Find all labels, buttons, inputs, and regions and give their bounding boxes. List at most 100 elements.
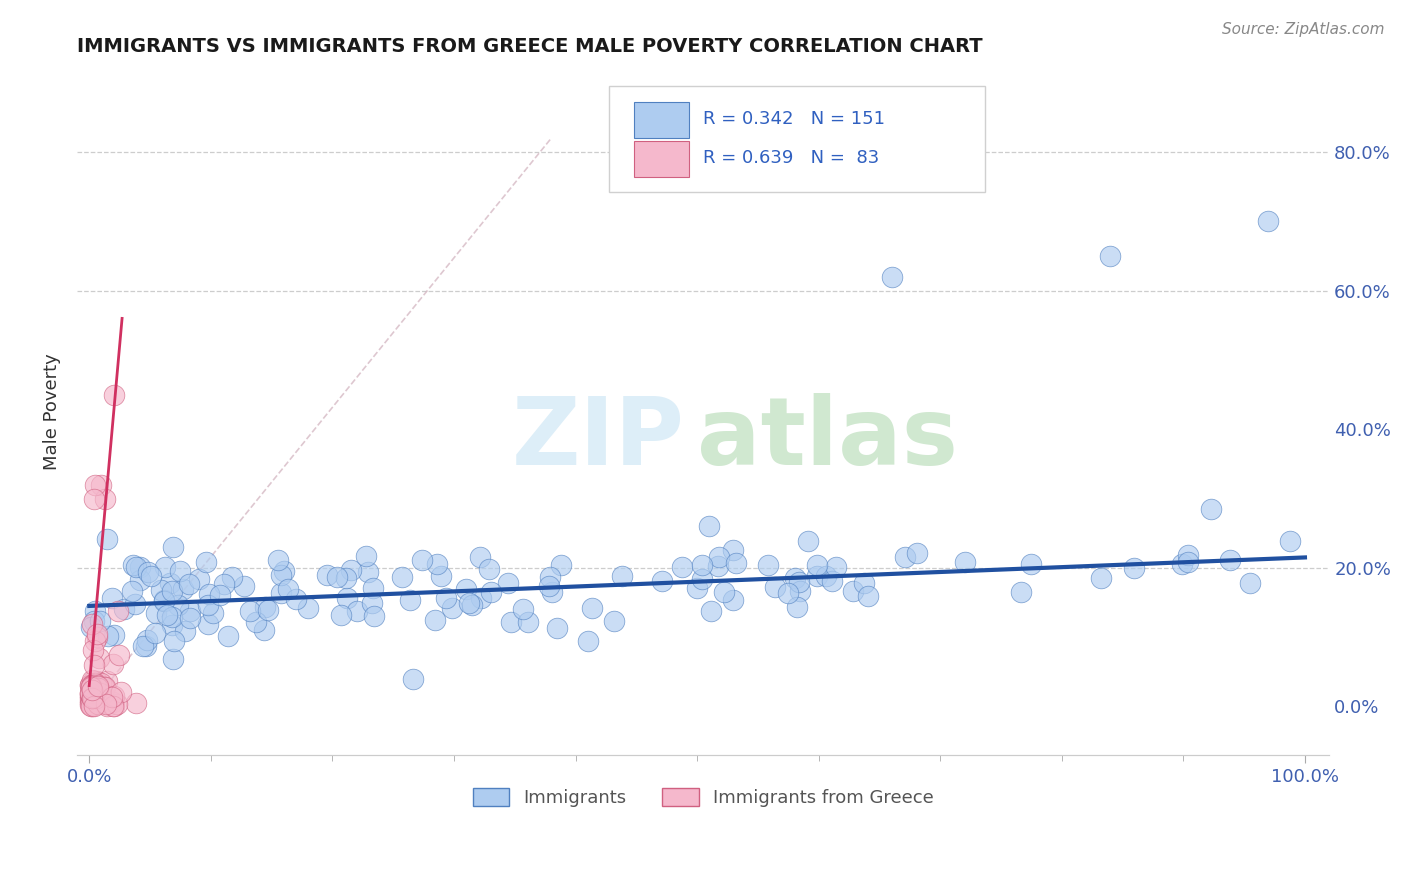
Point (90, 675, 112, 690)
Point (167, 598, 190, 612)
Point (197, 599, 219, 613)
Point (82, 677, 104, 691)
Point (603, 614, 626, 628)
Point (880, 269, 903, 284)
Point (650, 574, 672, 588)
Point (1257, 214, 1279, 228)
Point (160, 618, 183, 632)
Point (172, 582, 194, 596)
Point (1177, 548, 1199, 562)
Point (721, 542, 744, 557)
Point (125, 559, 148, 574)
Point (858, 589, 880, 603)
Point (90, 477, 112, 491)
Point (1239, 575, 1261, 590)
Point (80, 683, 103, 698)
Point (270, 568, 292, 582)
Point (82, 643, 104, 657)
Point (125, 696, 148, 710)
Point (797, 534, 820, 549)
Legend: Immigrants, Immigrants from Greece: Immigrants, Immigrants from Greece (465, 780, 941, 814)
Point (105, 697, 128, 711)
Point (209, 588, 232, 602)
Point (354, 549, 377, 563)
Point (162, 540, 184, 554)
Point (340, 563, 363, 577)
Point (162, 652, 184, 666)
Text: ZIP: ZIP (512, 393, 685, 485)
Point (707, 549, 730, 564)
Point (955, 555, 977, 569)
Point (267, 553, 290, 567)
Point (138, 566, 160, 580)
Point (80, 687, 103, 701)
Point (1199, 502, 1222, 516)
Point (107, 605, 129, 619)
Point (82, 691, 104, 706)
Point (83, 698, 105, 713)
Point (581, 600, 603, 615)
Point (89, 685, 111, 699)
Point (756, 558, 779, 573)
Point (80, 679, 103, 693)
Point (434, 591, 457, 606)
Point (132, 639, 155, 653)
Point (399, 593, 422, 607)
Point (93, 680, 115, 694)
Point (83, 676, 105, 690)
Point (83, 657, 105, 672)
Point (89, 651, 111, 665)
Point (129, 559, 152, 574)
Point (136, 633, 159, 648)
Point (402, 672, 425, 686)
Point (101, 591, 124, 605)
Point (852, 575, 875, 590)
Point (179, 576, 201, 591)
Point (84, 477, 107, 491)
Point (163, 634, 186, 648)
Point (253, 624, 276, 638)
Point (97, 629, 120, 643)
Point (285, 592, 308, 607)
Point (103, 698, 125, 713)
Point (82, 674, 104, 689)
Point (79, 686, 101, 700)
Point (363, 609, 385, 624)
Point (174, 624, 197, 639)
Point (686, 581, 709, 595)
Point (1019, 558, 1042, 572)
Point (690, 573, 713, 587)
Point (82, 685, 104, 699)
Point (94, 491, 117, 506)
Point (80, 691, 103, 706)
Point (1090, 571, 1112, 585)
Point (135, 639, 157, 653)
Point (93, 687, 115, 701)
Point (159, 575, 181, 590)
Point (273, 564, 295, 578)
FancyBboxPatch shape (634, 141, 689, 177)
Point (121, 583, 143, 598)
Point (80, 673, 103, 687)
Point (79, 678, 101, 692)
Point (83, 692, 105, 706)
Point (361, 582, 384, 596)
Point (671, 559, 693, 574)
Point (84, 690, 107, 705)
Point (789, 584, 811, 599)
Point (461, 598, 484, 612)
Point (83, 693, 105, 707)
Point (550, 558, 572, 572)
Point (143, 625, 166, 640)
Point (80, 699, 103, 714)
Text: atlas: atlas (697, 393, 957, 485)
Point (96, 699, 118, 714)
Point (815, 569, 838, 583)
Point (212, 577, 235, 591)
Point (83, 683, 105, 698)
Text: IMMIGRANTS VS IMMIGRANTS FROM GREECE MALE POVERTY CORRELATION CHART: IMMIGRANTS VS IMMIGRANTS FROM GREECE MAL… (77, 37, 983, 56)
Point (110, 685, 132, 699)
Point (239, 604, 262, 618)
Point (86, 627, 108, 641)
Point (440, 601, 463, 615)
